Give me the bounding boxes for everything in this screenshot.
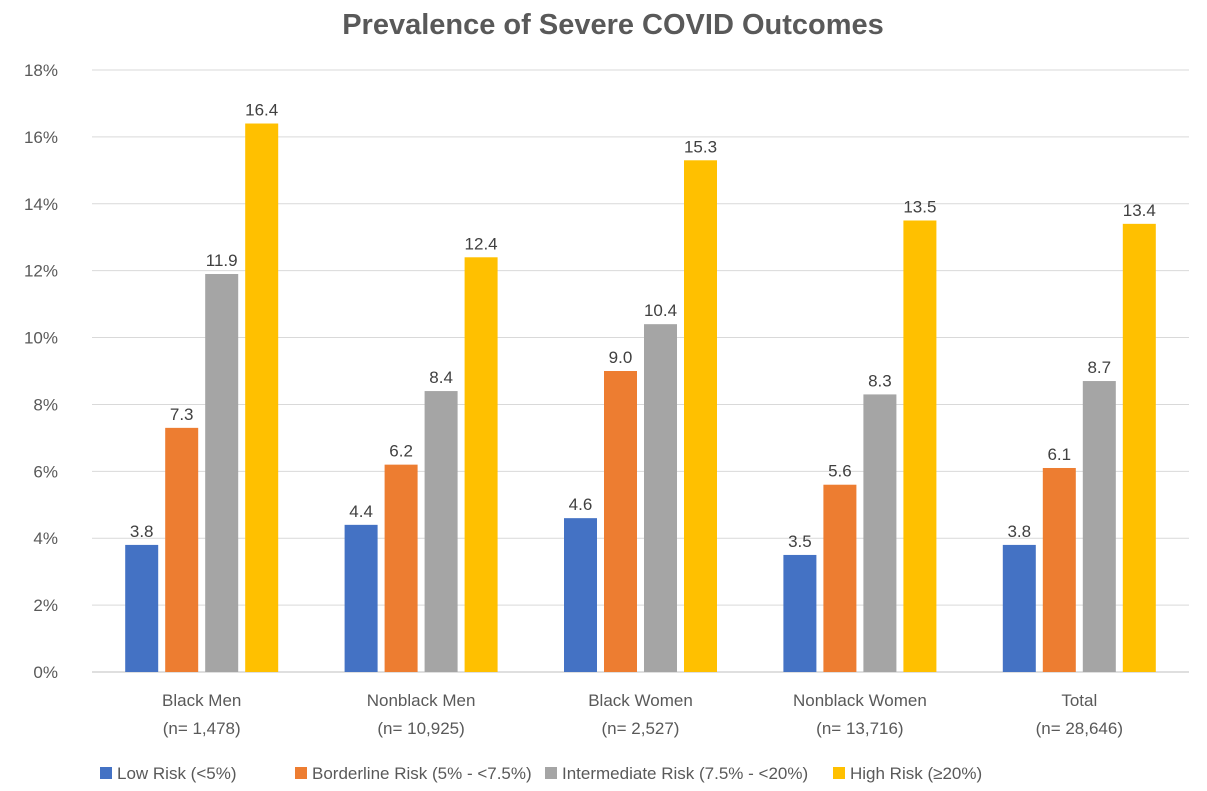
x-category-count: (n= 28,646) bbox=[1036, 719, 1123, 738]
data-label: 10.4 bbox=[644, 301, 677, 320]
bar bbox=[125, 544, 159, 672]
data-label: 4.4 bbox=[349, 502, 373, 521]
x-axis-categories: Black Men (n= 1,478) Nonblack Men (n= 10,92… bbox=[162, 691, 1123, 738]
data-label: 3.8 bbox=[130, 522, 154, 541]
data-label: 12.4 bbox=[465, 234, 498, 253]
bar bbox=[1122, 223, 1156, 672]
bar bbox=[1002, 544, 1036, 672]
data-label: 13.5 bbox=[903, 198, 936, 217]
x-category-label: Black Men bbox=[162, 691, 241, 710]
y-tick-label: 4% bbox=[33, 529, 58, 548]
bar bbox=[823, 484, 857, 672]
bar bbox=[384, 464, 418, 672]
y-tick-label: 10% bbox=[24, 329, 58, 348]
bar bbox=[424, 391, 458, 672]
bar bbox=[205, 274, 239, 672]
data-label: 15.3 bbox=[684, 137, 717, 156]
y-tick-label: 6% bbox=[33, 462, 58, 481]
bar bbox=[344, 524, 378, 672]
bar bbox=[464, 257, 498, 672]
legend-label: Borderline Risk (5% - <7.5%) bbox=[312, 764, 532, 783]
bar bbox=[644, 324, 677, 672]
bar bbox=[1042, 467, 1076, 672]
bar bbox=[1082, 381, 1116, 672]
y-tick-label: 2% bbox=[33, 596, 58, 615]
y-tick-label: 14% bbox=[24, 195, 58, 214]
y-tick-label: 12% bbox=[24, 262, 58, 281]
data-label: 11.9 bbox=[206, 251, 238, 270]
data-label: 6.2 bbox=[389, 442, 413, 461]
data-label: 4.6 bbox=[569, 495, 593, 514]
x-category-count: (n= 1,478) bbox=[163, 719, 241, 738]
x-category-count: (n= 13,716) bbox=[816, 719, 903, 738]
data-label: 16.4 bbox=[245, 101, 278, 120]
legend-label: Intermediate Risk (7.5% - <20%) bbox=[562, 764, 808, 783]
data-label: 7.3 bbox=[170, 405, 194, 424]
y-tick-label: 0% bbox=[33, 663, 58, 682]
x-category-count: (n= 2,527) bbox=[602, 719, 680, 738]
bar bbox=[903, 220, 937, 672]
bar bbox=[165, 427, 199, 672]
x-category-label: Nonblack Women bbox=[793, 691, 927, 710]
legend-swatch bbox=[295, 767, 307, 779]
bar bbox=[245, 123, 279, 672]
y-tick-label: 16% bbox=[24, 128, 58, 147]
data-label: 13.4 bbox=[1123, 201, 1156, 220]
data-label: 3.8 bbox=[1007, 522, 1031, 541]
data-label: 5.6 bbox=[828, 462, 852, 481]
x-category-count: (n= 10,925) bbox=[377, 719, 464, 738]
legend-swatch bbox=[100, 767, 112, 779]
bar bbox=[863, 394, 897, 672]
legend: Low Risk (<5%) Borderline Risk (5% - <7.5… bbox=[100, 764, 982, 783]
x-category-label: Nonblack Men bbox=[367, 691, 476, 710]
x-category-label: Black Women bbox=[588, 691, 693, 710]
data-label: 9.0 bbox=[609, 348, 633, 367]
bars bbox=[125, 123, 1156, 673]
legend-label: High Risk (≥20%) bbox=[850, 764, 982, 783]
legend-swatch bbox=[545, 767, 557, 779]
x-category-label: Total bbox=[1061, 691, 1097, 710]
legend-label: Low Risk (<5%) bbox=[117, 764, 237, 783]
data-labels: 3.8 7.3 11.9 16.4 4.4 6.2 8.4 12.4 4.6 9.0 10.4 15.… bbox=[130, 101, 1156, 551]
data-label: 8.7 bbox=[1087, 358, 1111, 377]
y-tick-label: 18% bbox=[24, 61, 58, 80]
bar bbox=[604, 371, 637, 672]
bar bbox=[564, 518, 597, 672]
data-label: 3.5 bbox=[788, 532, 812, 551]
bar bbox=[783, 554, 817, 672]
data-label: 8.3 bbox=[868, 371, 892, 390]
chart-title: Prevalence of Severe COVID Outcomes bbox=[342, 9, 884, 41]
data-label: 6.1 bbox=[1047, 445, 1071, 464]
y-axis-ticks: 0% 2% 4% 6% 8% 10% 12% 14% 16% 18% bbox=[24, 61, 58, 682]
bar bbox=[684, 160, 717, 673]
legend-swatch bbox=[833, 767, 845, 779]
y-tick-label: 8% bbox=[33, 395, 58, 414]
data-label: 8.4 bbox=[429, 368, 453, 387]
